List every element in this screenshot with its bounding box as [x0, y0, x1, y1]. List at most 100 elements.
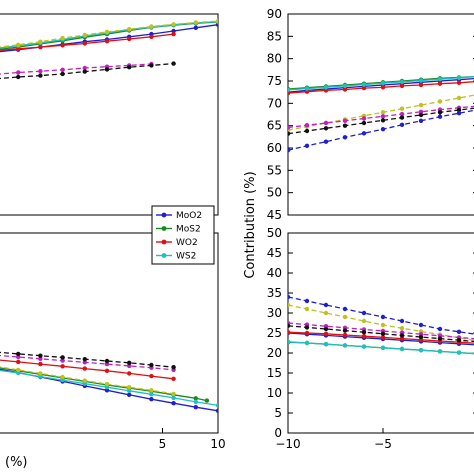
data-point: [361, 334, 367, 339]
data-point: [437, 349, 443, 354]
data-point: [342, 343, 348, 348]
data-point: [418, 334, 424, 340]
data-point: [127, 27, 132, 32]
data-point: [193, 25, 198, 30]
y-tick-label: 60: [267, 141, 282, 155]
data-point: [323, 85, 329, 90]
y-tick-label: 15: [267, 366, 282, 380]
data-point: [342, 135, 348, 140]
y-tick-label: 20: [267, 346, 282, 360]
data-point: [304, 128, 310, 134]
data-point: [361, 120, 367, 126]
data-point: [323, 331, 329, 336]
data-point: [399, 326, 405, 331]
y-tick-label: 75: [267, 74, 282, 88]
data-point: [380, 335, 386, 340]
data-point: [380, 81, 386, 86]
data-point: [104, 368, 110, 373]
data-point: [418, 109, 424, 115]
data-point: [342, 123, 348, 128]
data-point: [215, 403, 218, 408]
legend: MoO2 MoS2 WO2 WS2: [151, 205, 215, 265]
data-point: [16, 351, 21, 357]
data-point: [104, 29, 110, 35]
data-point: [288, 330, 291, 335]
chart-panels: 5 10 45 50 55 60 65 70 75 80 85 90 0 5 10 15 20 25 30 35 40 4…: [0, 7, 474, 451]
data-point: [149, 388, 154, 393]
y-tick-label: 45: [267, 246, 282, 260]
data-point: [149, 373, 154, 379]
data-point: [82, 65, 88, 71]
data-point: [149, 362, 154, 368]
data-point: [171, 391, 176, 397]
data-point: [418, 322, 424, 328]
data-point: [60, 358, 65, 363]
data-point: [342, 314, 348, 320]
data-point: [361, 85, 367, 91]
data-point: [418, 82, 424, 88]
data-point: [456, 107, 462, 113]
series-line-dashed: [0, 63, 152, 75]
data-point: [323, 88, 329, 93]
data-point: [38, 39, 43, 44]
y-tick-label: 50: [267, 226, 282, 240]
y-tick-label: 10: [267, 386, 282, 400]
data-point: [60, 67, 65, 73]
data-point: [437, 110, 443, 115]
data-point: [288, 131, 291, 136]
data-point: [304, 330, 310, 336]
data-point: [361, 318, 367, 324]
data-point: [361, 330, 367, 335]
data-point: [399, 333, 405, 338]
plot-frame: [287, 13, 474, 216]
x-tick-label: 10: [210, 437, 225, 451]
data-point: [342, 328, 348, 333]
data-point: [38, 353, 43, 358]
data-point: [104, 67, 110, 72]
data-point: [193, 20, 198, 25]
data-point: [456, 329, 462, 334]
data-point: [380, 85, 386, 90]
data-point: [82, 32, 88, 38]
data-point: [456, 111, 462, 116]
data-point: [16, 46, 21, 51]
data-point: [127, 385, 132, 390]
data-point: [16, 354, 21, 360]
data-point: [323, 310, 329, 316]
data-point: [82, 41, 88, 46]
legend-label: MoS2: [176, 225, 201, 235]
data-point: [38, 371, 43, 376]
y-tick-label: 70: [267, 96, 282, 110]
data-point: [399, 106, 405, 111]
data-point: [127, 36, 132, 42]
data-point: [60, 71, 65, 77]
legend-marker: [161, 212, 167, 218]
data-point: [304, 86, 310, 91]
data-point: [304, 340, 310, 346]
data-point: [16, 42, 21, 47]
data-point: [399, 79, 405, 85]
data-point: [60, 43, 65, 48]
y-tick-label: 90: [267, 7, 282, 21]
data-point: [104, 361, 110, 367]
data-point: [418, 78, 424, 83]
data-point: [149, 24, 154, 29]
data-point: [380, 127, 386, 132]
data-point: [399, 318, 405, 324]
data-point: [288, 294, 291, 300]
data-point: [171, 365, 176, 370]
data-point: [304, 306, 310, 312]
data-point: [171, 395, 176, 401]
data-point: [304, 123, 310, 128]
data-point: [437, 77, 443, 82]
data-point: [215, 18, 218, 24]
data-point: [304, 325, 310, 330]
y-tick-label: 80: [267, 52, 282, 66]
data-point: [171, 22, 176, 27]
data-point: [323, 342, 329, 347]
data-point: [193, 396, 198, 401]
data-point: [127, 65, 132, 70]
legend-marker: [161, 239, 167, 245]
data-point: [418, 102, 424, 108]
